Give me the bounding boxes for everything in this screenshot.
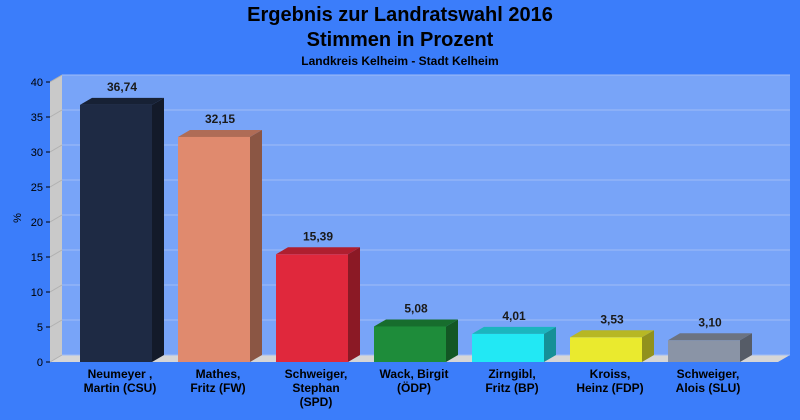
x-tick-label-line: Zirngibl,: [488, 367, 535, 381]
y-tick-label: 15: [31, 252, 43, 264]
bar-top: [668, 333, 752, 341]
x-tick-label-line: Martin (CSU): [84, 381, 157, 395]
x-tick-label-line: (ÖDP): [397, 380, 431, 395]
gridline-side: [49, 214, 63, 223]
bar-side: [642, 330, 654, 362]
x-tick-label-line: Mathes,: [196, 367, 241, 381]
data-label: 5,08: [404, 301, 428, 315]
x-tick-label-line: Wack, Birgit: [380, 367, 449, 381]
x-tick-label: Wack, Birgit (ÖDP): [380, 367, 449, 395]
gridline-side: [49, 144, 63, 153]
bar: [374, 326, 446, 362]
bar-top: [374, 319, 458, 327]
x-tick-label-line: Stephan: [292, 381, 339, 395]
x-tick-label-line: Heinz (FDP): [576, 381, 643, 395]
y-tick-label: 25: [31, 182, 43, 194]
bar-top: [80, 97, 164, 105]
y-tick-label: 30: [31, 147, 43, 159]
data-label: 36,74: [107, 80, 137, 94]
bar-top: [276, 247, 360, 255]
gridline-side: [49, 319, 63, 328]
x-tick-label-line: Fritz (BP): [485, 381, 538, 395]
gridline-side: [49, 354, 63, 363]
bar: [472, 333, 544, 362]
y-tick-label: 0: [37, 357, 43, 369]
bar-side: [348, 247, 360, 362]
x-tick-label: Zirngibl, Fritz (BP): [485, 367, 538, 395]
x-tick-label: Schweiger, Alois (SLU): [676, 367, 741, 395]
bar: [668, 340, 740, 362]
bar-side: [544, 326, 556, 362]
gridline-side: [49, 179, 63, 188]
y-tick-label: 5: [37, 322, 43, 334]
bar-side: [740, 333, 752, 362]
bar: [276, 254, 348, 362]
chart-title-line2: Stimmen in Prozent: [306, 29, 494, 51]
bar: [178, 136, 250, 362]
y-tick-label: 35: [31, 112, 43, 124]
x-tick-label: Mathes, Fritz (FW): [190, 367, 245, 395]
chart-subtitle: Landkreis Kelheim - Stadt Kelheim: [301, 54, 499, 68]
gridline-side: [49, 109, 63, 118]
x-tick-label-line: Schweiger,: [677, 367, 740, 381]
chart-title: Ergebnis zur Landratswahl 2016: [247, 4, 553, 26]
x-tick-label-line: Alois (SLU): [676, 381, 741, 395]
gridline-side: [49, 249, 63, 258]
y-tick-label: 10: [31, 287, 43, 299]
bar-top: [570, 330, 654, 338]
x-tick-label: Schweiger, Stephan (SPD): [285, 367, 348, 409]
x-tick-label-line: Kroiss,: [590, 367, 631, 381]
bar-side: [250, 129, 262, 362]
data-label: 4,01: [502, 309, 526, 323]
gridline-side: [49, 284, 63, 293]
data-label: 15,39: [303, 229, 333, 243]
data-label: 3,10: [698, 315, 722, 329]
x-tick-label: Neumeyer , Martin (CSU): [84, 367, 157, 395]
x-tick-label-line: Fritz (FW): [190, 381, 245, 395]
y-axis-label: %: [12, 213, 24, 223]
data-label: 3,53: [600, 312, 624, 326]
bar-top: [178, 129, 262, 137]
bar: [570, 337, 642, 362]
bar-top: [472, 326, 556, 334]
gridline-side: [49, 74, 63, 83]
x-tick-label-line: Neumeyer ,: [88, 367, 153, 381]
bar-side: [152, 97, 164, 362]
y-tick-label: 20: [31, 217, 43, 229]
bar-side: [446, 319, 458, 362]
x-tick-label-line: (SPD): [300, 395, 333, 409]
bar: [80, 104, 152, 362]
data-label: 32,15: [205, 112, 235, 126]
x-tick-label: Kroiss, Heinz (FDP): [576, 367, 643, 395]
x-tick-label-line: Schweiger,: [285, 367, 348, 381]
y-tick-label: 40: [31, 77, 43, 89]
